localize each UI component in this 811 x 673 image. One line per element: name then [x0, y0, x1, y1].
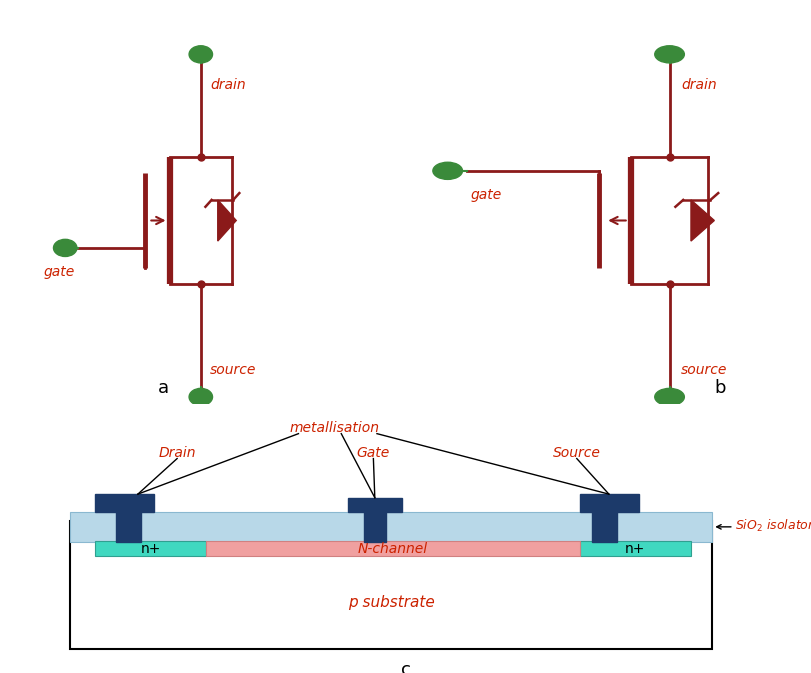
Bar: [70, 521, 712, 649]
Text: n+: n+: [625, 542, 646, 556]
Text: SiO$_2$ isolator: SiO$_2$ isolator: [736, 518, 811, 534]
Text: b: b: [714, 379, 726, 397]
Bar: [581, 495, 639, 512]
Text: n+: n+: [140, 542, 161, 556]
Ellipse shape: [189, 388, 212, 406]
Bar: [206, 542, 581, 557]
Text: a: a: [158, 379, 169, 397]
Text: Source: Source: [553, 446, 601, 460]
Ellipse shape: [189, 46, 212, 63]
Text: N-channel: N-channel: [358, 542, 427, 556]
Bar: [70, 512, 712, 542]
Text: gate: gate: [44, 265, 75, 279]
Text: Drain: Drain: [158, 446, 196, 460]
Bar: [95, 542, 206, 557]
Bar: [117, 512, 141, 542]
Text: drain: drain: [210, 78, 246, 92]
Bar: [95, 495, 153, 512]
Text: c: c: [401, 661, 410, 673]
Ellipse shape: [654, 388, 684, 406]
Bar: [593, 512, 617, 542]
Ellipse shape: [54, 240, 77, 256]
Text: metallisation: metallisation: [290, 421, 379, 435]
Text: p substrate: p substrate: [348, 595, 435, 610]
Ellipse shape: [654, 46, 684, 63]
Bar: [364, 512, 385, 542]
Ellipse shape: [433, 162, 462, 180]
Polygon shape: [691, 200, 714, 241]
Text: drain: drain: [681, 78, 717, 92]
Bar: [581, 542, 691, 557]
Text: source: source: [681, 363, 727, 376]
Polygon shape: [217, 200, 236, 241]
Bar: [349, 498, 402, 512]
Text: source: source: [210, 363, 256, 376]
Text: gate: gate: [471, 188, 502, 202]
Text: Gate: Gate: [357, 446, 390, 460]
